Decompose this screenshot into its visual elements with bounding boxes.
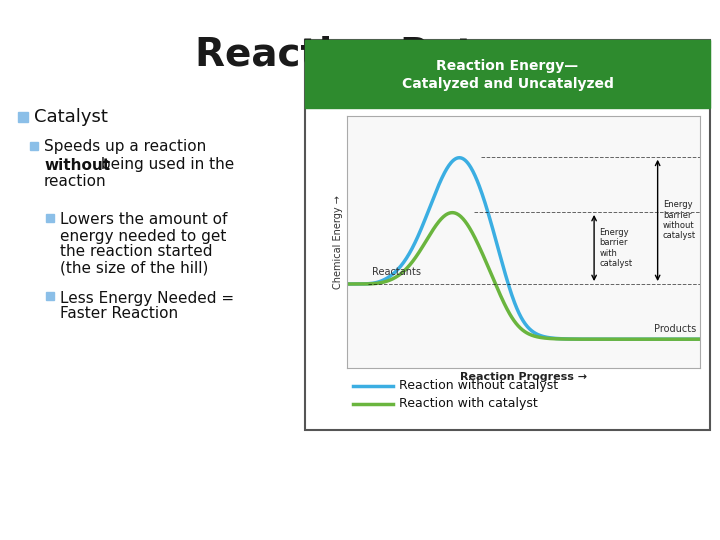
Text: (the size of the hill): (the size of the hill): [60, 260, 208, 275]
Text: Reaction without catalyst: Reaction without catalyst: [399, 380, 558, 393]
Text: Catalyst: Catalyst: [34, 108, 108, 126]
Text: energy needed to get: energy needed to get: [60, 228, 226, 244]
Text: Faster Reaction: Faster Reaction: [60, 307, 178, 321]
Text: without: without: [44, 158, 110, 172]
Text: Reaction Energy—: Reaction Energy—: [436, 59, 579, 73]
Text: Energy
barrier
with
catalyst: Energy barrier with catalyst: [599, 228, 633, 268]
Text: Energy
barrier
without
catalyst: Energy barrier without catalyst: [663, 200, 696, 240]
Text: Speeds up a reaction: Speeds up a reaction: [44, 139, 206, 154]
Bar: [18, 112, 28, 122]
Text: Reaction Rates: Reaction Rates: [195, 35, 525, 73]
Text: Lowers the amount of: Lowers the amount of: [60, 213, 228, 227]
Bar: [46, 292, 54, 300]
Text: being used in the: being used in the: [96, 158, 234, 172]
Text: Reaction with catalyst: Reaction with catalyst: [399, 397, 538, 410]
Text: Catalyzed and Uncatalyzed: Catalyzed and Uncatalyzed: [402, 77, 613, 91]
Text: reaction: reaction: [44, 174, 107, 190]
Text: Reactants: Reactants: [372, 267, 420, 277]
Bar: [46, 214, 54, 222]
Bar: [30, 142, 38, 150]
Text: the reaction started: the reaction started: [60, 245, 212, 260]
Text: Products: Products: [654, 325, 696, 334]
Y-axis label: Chemical Energy →: Chemical Energy →: [333, 195, 343, 289]
Text: Less Energy Needed =: Less Energy Needed =: [60, 291, 234, 306]
FancyBboxPatch shape: [305, 40, 710, 430]
Bar: [305, 40, 710, 108]
X-axis label: Reaction Progress →: Reaction Progress →: [460, 372, 587, 382]
